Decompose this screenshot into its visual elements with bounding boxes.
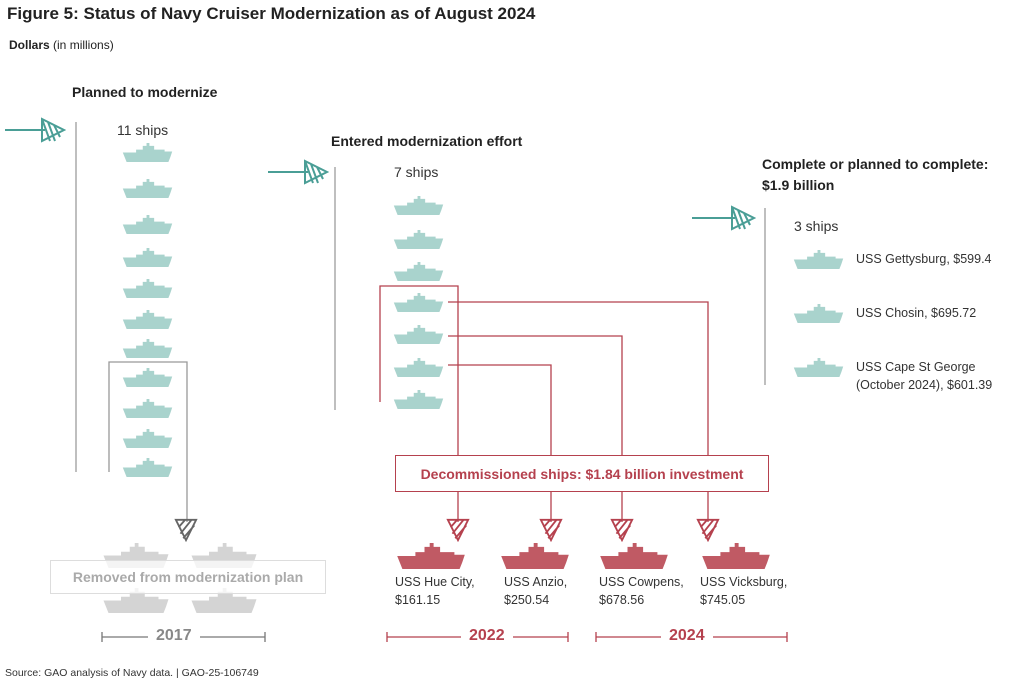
ship-icon	[393, 230, 444, 249]
ship-icon	[122, 248, 173, 267]
decommissioned-box: Decommissioned ships: $1.84 billion inve…	[395, 455, 769, 492]
arrowhead-down-icon	[174, 518, 198, 542]
ship-icon	[122, 310, 173, 329]
ship-icon	[122, 143, 173, 162]
year-2022: 2022	[461, 627, 513, 645]
ship-icon	[122, 458, 173, 477]
decommission-arrowheads	[446, 518, 720, 542]
decommissioned-ships	[397, 543, 770, 569]
ship-icon	[393, 358, 444, 377]
ship-icon	[122, 399, 173, 418]
planned-ships	[122, 143, 173, 477]
ship-icon	[122, 368, 173, 387]
ship-icon	[393, 293, 444, 312]
units-bold: Dollars	[9, 38, 50, 52]
completed-ship-label-2: (October 2024), $601.39	[856, 378, 993, 392]
stage-heading-complete: Complete or planned to complete:	[762, 156, 989, 172]
removed-bracket	[108, 361, 188, 522]
completed-ship-label: USS Cape St George	[856, 360, 976, 374]
figure-title: Figure 5: Status of Navy Cruiser Moderni…	[7, 4, 536, 23]
stage-heading-complete-amount: $1.9 billion	[762, 177, 835, 193]
stage-count-planned: 11 ships	[117, 122, 169, 138]
decommissioned-ship-cost: $161.15	[395, 593, 441, 607]
arrowhead-icon	[304, 160, 328, 184]
completed-ships	[793, 250, 844, 377]
ship-icon	[122, 429, 173, 448]
arrowhead-icon	[731, 206, 755, 230]
stage-heading-entered: Entered modernization effort	[331, 133, 523, 149]
ship-icon	[393, 390, 444, 409]
completed-ship-label: USS Chosin, $695.72	[856, 306, 977, 320]
decommissioned-ship-name: USS Vicksburg,	[700, 575, 788, 589]
completed-ship-label: USS Gettysburg, $599.4	[856, 252, 992, 266]
decommissioned-ship-cost: $745.05	[700, 593, 746, 607]
ship-icon	[393, 262, 444, 281]
decommission-connectors	[379, 285, 709, 522]
year-2017: 2017	[148, 627, 200, 645]
ship-icon	[393, 196, 444, 215]
ship-icon	[393, 325, 444, 344]
decommissioned-ship-name: USS Cowpens,	[599, 575, 684, 589]
year-2024: 2024	[661, 627, 713, 645]
removed-box: Removed from modernization plan	[50, 560, 326, 594]
units-rest: (in millions)	[49, 38, 114, 52]
decommissioned-ship-cost: $250.54	[504, 593, 550, 607]
ship-icon	[122, 279, 173, 298]
arrowhead-icon	[41, 118, 65, 142]
stage-count-complete: 3 ships	[794, 218, 839, 234]
ship-icon	[122, 339, 173, 358]
decommissioned-ship-name: USS Anzio,	[504, 575, 568, 589]
units-label: Dollars (in millions)	[9, 38, 114, 52]
ship-icon	[122, 215, 173, 234]
decommissioned-ship-cost: $678.56	[599, 593, 645, 607]
ship-icon	[122, 179, 173, 198]
decommissioned-ship-name: USS Hue City,	[395, 575, 475, 589]
source-note: Source: GAO analysis of Navy data. | GAO…	[5, 667, 259, 679]
stage-heading-planned: Planned to modernize	[72, 84, 218, 100]
stage-count-entered: 7 ships	[394, 164, 439, 180]
entered-ships	[393, 196, 444, 409]
